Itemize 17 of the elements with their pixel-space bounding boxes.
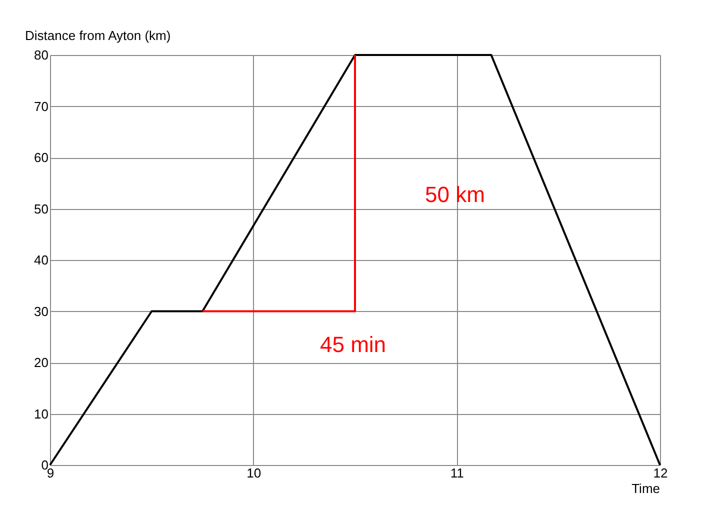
y-tick-label: 60 xyxy=(34,150,48,165)
y-axis-title: Distance from Ayton (km) xyxy=(25,28,171,43)
y-tick-label: 20 xyxy=(34,355,48,370)
y-tick-label: 50 xyxy=(34,201,48,216)
y-tick-label: 80 xyxy=(34,48,48,62)
y-tick-label: 30 xyxy=(34,304,48,319)
x-axis-title: Time xyxy=(632,481,660,496)
annotation: 50 km xyxy=(425,182,485,207)
x-tick-label: 11 xyxy=(450,466,464,480)
annotation: 45 min xyxy=(320,332,386,357)
x-tick-label: 10 xyxy=(246,466,262,480)
y-tick-label: 70 xyxy=(34,98,48,114)
x-tick-label: 12 xyxy=(653,466,668,480)
y-tick-label: 40 xyxy=(34,252,48,268)
y-tick-label: 10 xyxy=(34,406,48,422)
y-tick-label: 0 xyxy=(41,458,48,472)
x-tick-label: 9 xyxy=(46,466,54,480)
